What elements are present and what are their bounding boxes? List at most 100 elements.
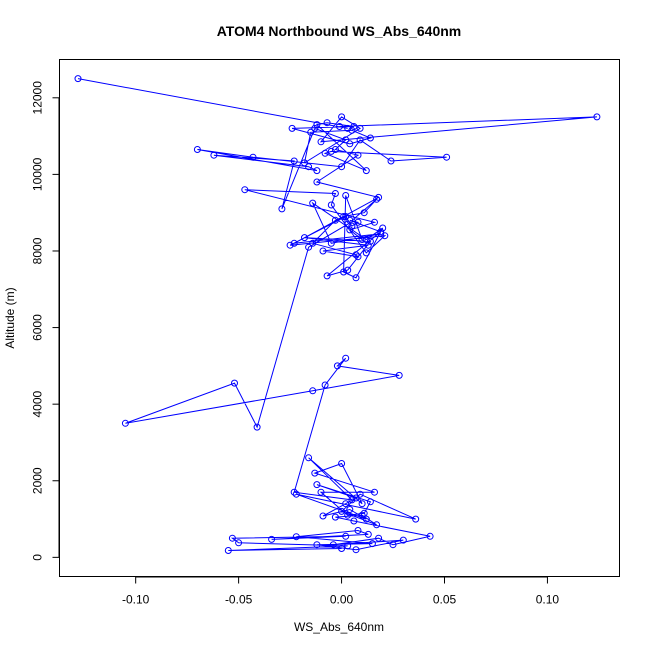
data-point [348,496,356,504]
data-point [290,157,298,165]
y-tick-label: 10000 [31,157,45,191]
data-point [375,534,383,542]
data-point [443,153,451,161]
data-point [362,236,370,243]
data-point [338,460,346,467]
data-point [309,199,317,207]
data-point [313,541,321,549]
series-layer [74,75,601,554]
data-point [309,387,317,395]
chart-title: ATOM4 Northbound WS_Abs_640nm [217,23,462,39]
data-point [389,541,397,549]
data-point [278,205,286,213]
data-point [362,167,370,175]
data-point [307,128,315,136]
data-point [319,247,327,255]
data-point [358,236,366,243]
data-point [356,124,364,132]
data-point [268,535,276,543]
data-point [327,201,335,209]
data-point [364,530,372,538]
data-point [340,268,348,276]
data-point [412,515,420,523]
data-point [354,253,362,261]
x-axis: -0.10 -0.05 0.00 0.05 0.10 [122,576,559,607]
x-tick-label: -0.10 [122,593,150,607]
data-point [375,193,383,201]
data-point [235,539,243,547]
data-point [354,218,362,226]
data-point [313,121,321,129]
data-point [348,222,356,230]
data-point [311,469,319,477]
data-point [323,119,331,127]
y-tick-label: 4000 [31,390,45,417]
data-point [311,124,319,132]
data-point [210,151,218,159]
data-point [346,140,354,148]
data-point [313,167,321,175]
data-point [356,136,364,144]
data-point [321,149,329,157]
data-point [292,533,300,541]
data-point [321,381,329,389]
x-tick-label: -0.05 [225,593,253,607]
data-point [352,251,360,259]
data-point [346,226,354,234]
data-point [309,239,317,247]
data-point [331,190,339,197]
data-point [313,481,321,489]
data-point [305,163,313,171]
data-point [366,237,374,245]
data-point [228,534,236,542]
data-point [350,123,358,130]
data-point [288,124,296,132]
data-point [399,536,407,544]
data-point [342,354,350,362]
data-point [305,454,313,462]
data-point [360,509,368,517]
y-tick-label: 2000 [31,467,45,494]
data-point [231,379,238,387]
data-point [395,371,403,379]
data-point [352,546,360,554]
data-point [362,249,370,257]
data-point [317,488,325,496]
data-point [342,532,350,540]
y-tick-label: 8000 [31,237,45,264]
data-point [331,146,339,153]
data-point [313,178,321,186]
data-point [358,500,366,508]
x-tick-label: 0.05 [433,593,457,607]
y-axis: 0 2000 4000 6000 8000 10000 12000 [31,81,60,561]
data-point [317,138,325,146]
data-point [387,157,395,165]
data-point [342,213,350,220]
data-point [301,159,308,167]
data-point [338,545,346,552]
data-point [354,151,362,159]
data-point [344,511,352,519]
data-point [331,216,339,224]
data-point [356,490,364,498]
data-point [241,186,249,194]
y-tick-label: 0 [31,554,45,561]
data-point [74,75,82,83]
data-point [327,239,335,247]
y-axis-label: Altitude (m) [3,287,17,348]
y-tick-label: 6000 [31,314,45,341]
data-point [373,195,381,203]
data-point [344,266,352,274]
data-point [366,134,374,142]
data-point [342,500,350,508]
data-point [352,274,360,282]
plot-box [59,59,620,577]
data-point [338,507,346,515]
data-point [360,209,368,217]
data-point [301,234,308,242]
data-point [371,488,378,496]
data-point [344,124,352,132]
data-point [371,218,378,226]
y-tick-label: 12000 [31,81,45,115]
